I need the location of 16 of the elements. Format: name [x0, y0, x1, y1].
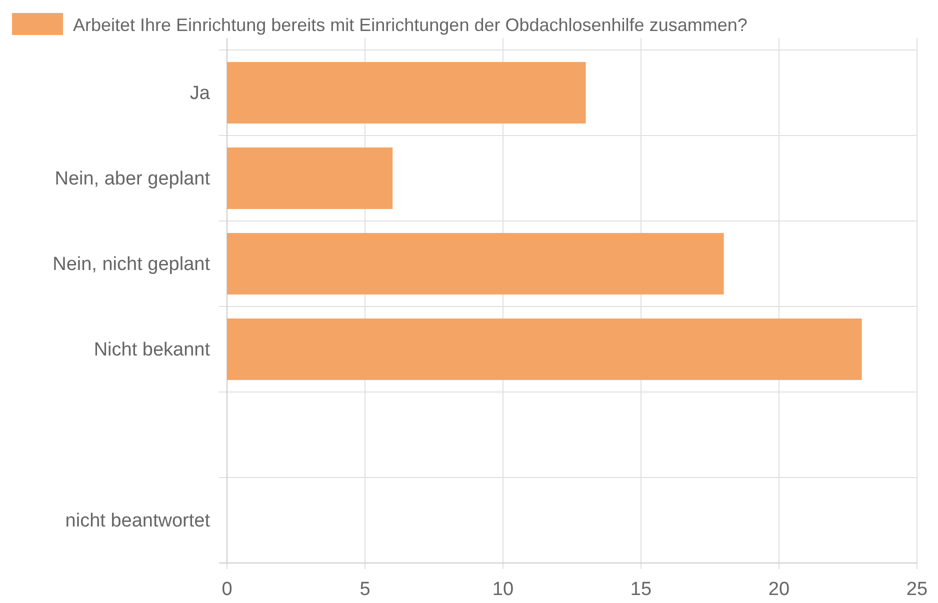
y-tick-label: Nein, nicht geplant [52, 254, 211, 275]
x-tick-label: 0 [222, 579, 232, 600]
y-tick-label: Nein, aber geplant [54, 168, 211, 190]
x-tick-label: 5 [360, 579, 370, 600]
bar [227, 232, 724, 295]
y-tick-label: nicht beantwortet [65, 510, 211, 532]
bar [227, 318, 862, 380]
bar [227, 147, 393, 210]
x-tick-label: 15 [630, 579, 652, 600]
x-tick-label: 25 [906, 579, 928, 600]
y-tick-label: Nicht bekannt [94, 339, 211, 360]
x-tick-label: 10 [492, 579, 514, 600]
x-tick-label: 20 [768, 579, 790, 600]
legend-label: Arbeitet Ihre Einrichtung bereits mit Einrichtungen der Obdachlosenhilfe zusammen? [73, 15, 748, 35]
bar [227, 62, 586, 124]
y-tick-label: Ja [190, 82, 210, 104]
